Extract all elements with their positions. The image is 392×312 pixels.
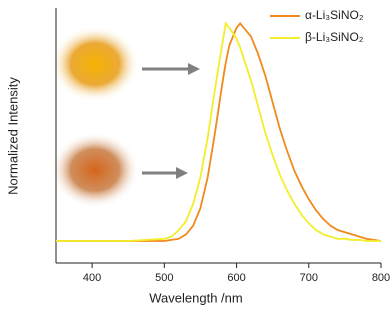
- y-axis-label: Normalized Intensity: [5, 77, 20, 195]
- x-tick-label: 400: [83, 272, 101, 284]
- series-line: [56, 21, 381, 242]
- arrow-head: [188, 63, 200, 75]
- sample-image: [51, 26, 139, 102]
- x-axis-label: Wavelength /nm: [149, 290, 242, 305]
- sample-image: [51, 132, 139, 208]
- x-tick-label: 600: [227, 272, 245, 284]
- x-tick-label: 500: [155, 272, 173, 284]
- legend-label: β-Li₃SiNO₂: [305, 30, 364, 44]
- series-line: [56, 21, 382, 242]
- x-tick-label: 700: [300, 272, 318, 284]
- legend-label: α-Li₃SiNO₂: [305, 8, 364, 22]
- arrow-head: [176, 167, 188, 179]
- x-tick-label: 800: [372, 272, 390, 284]
